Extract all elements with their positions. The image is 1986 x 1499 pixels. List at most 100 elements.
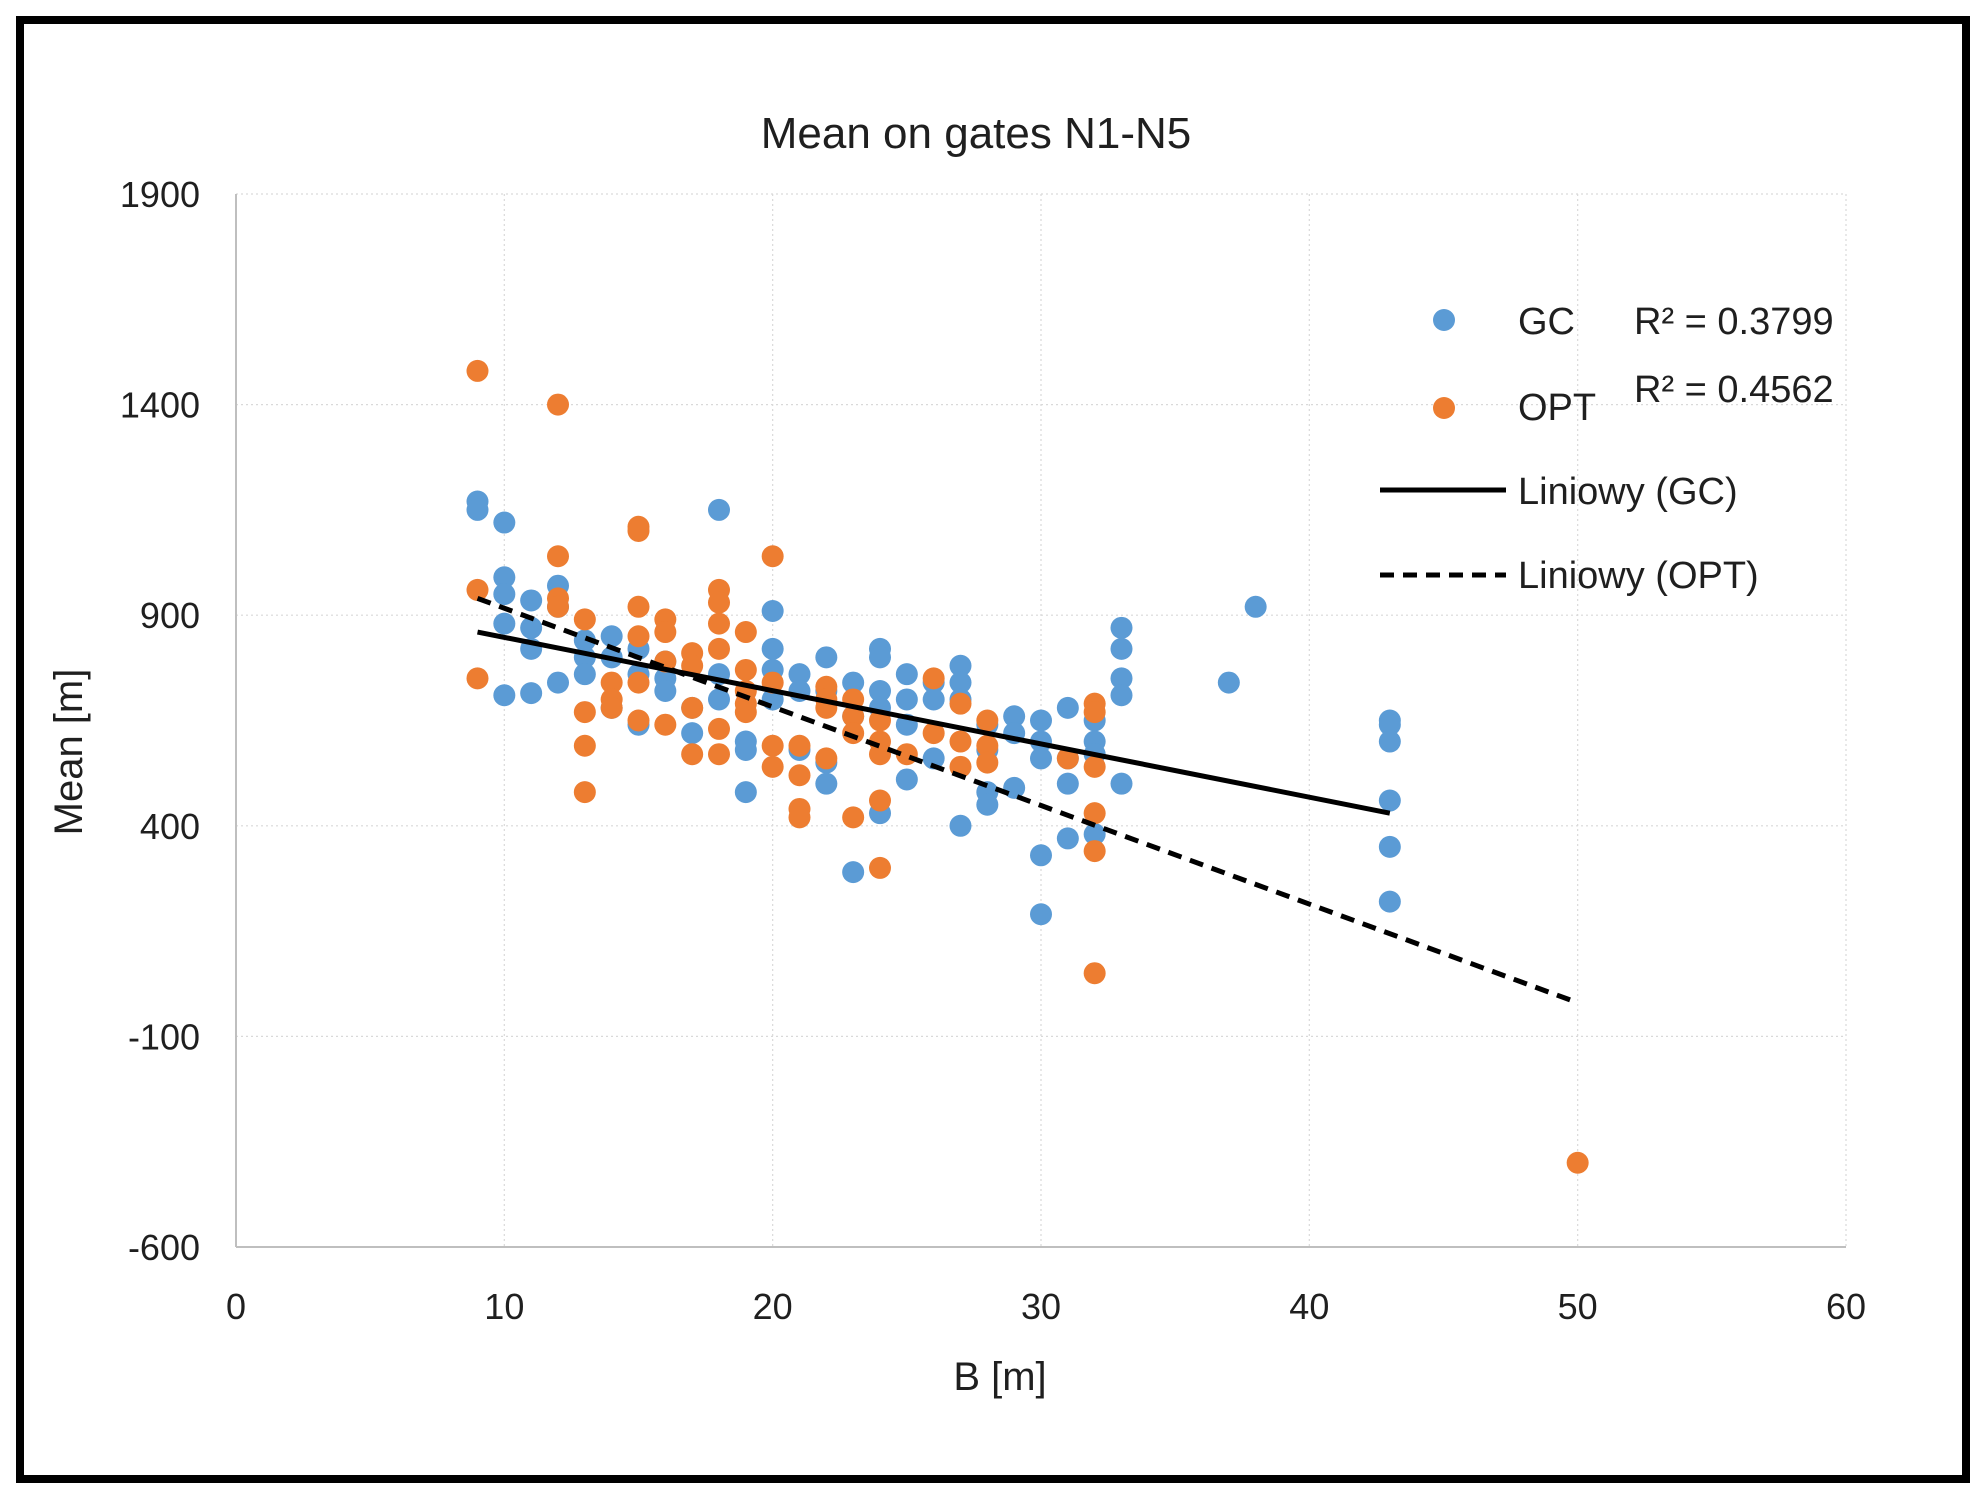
legend-marker-opt xyxy=(1433,397,1455,419)
point-gc xyxy=(573,629,596,652)
point-opt xyxy=(573,734,596,757)
legend-label-gc: GC xyxy=(1518,301,1575,343)
point-opt xyxy=(1083,701,1106,724)
legend-label-liniowy-gc: Liniowy (GC) xyxy=(1518,471,1738,513)
point-gc xyxy=(895,663,918,686)
point-gc xyxy=(493,566,516,589)
point-opt xyxy=(547,545,569,568)
point-gc xyxy=(734,781,757,804)
point-gc xyxy=(1110,637,1133,660)
point-opt xyxy=(708,612,730,635)
point-opt xyxy=(627,625,650,648)
y-tick-label: -600 xyxy=(128,1227,200,1268)
point-gc xyxy=(842,671,865,694)
point-gc xyxy=(466,498,489,521)
point-gc xyxy=(573,663,596,686)
point-gc xyxy=(1378,890,1401,913)
point-opt xyxy=(573,608,596,631)
point-opt xyxy=(842,722,865,745)
point-gc xyxy=(520,682,543,705)
point-opt xyxy=(842,705,865,728)
x-axis-title: B [m] xyxy=(953,1355,1046,1399)
point-opt xyxy=(949,692,972,715)
axes xyxy=(235,194,1846,1248)
y-tick-labels: -600 -100 400 900 1400 1900 xyxy=(120,174,200,1268)
trendlines xyxy=(476,596,1579,1006)
point-opt xyxy=(976,734,999,757)
point-gc xyxy=(708,498,730,521)
point-gc xyxy=(1030,747,1052,770)
point-opt xyxy=(600,696,623,719)
point-opt xyxy=(708,591,730,614)
point-opt xyxy=(466,359,489,382)
point-opt xyxy=(869,743,891,766)
r2-label-gc: R² = 0.3799 xyxy=(1634,301,1834,343)
point-opt xyxy=(627,519,650,542)
point-opt xyxy=(815,747,838,770)
point-gc xyxy=(869,646,891,669)
point-gc xyxy=(493,612,516,635)
point-opt xyxy=(1566,1151,1589,1174)
point-opt xyxy=(976,751,999,774)
x-tick-label: 50 xyxy=(1558,1286,1598,1327)
point-gc xyxy=(949,654,972,677)
point-gc xyxy=(788,663,811,686)
point-opt xyxy=(547,595,569,618)
y-tick-label: 1900 xyxy=(120,174,200,215)
point-gc xyxy=(1244,595,1267,618)
r2-label-opt: R² = 0.4562 xyxy=(1634,369,1834,411)
point-gc xyxy=(1378,789,1401,812)
y-axis-title: Mean [m] xyxy=(47,669,91,836)
point-gc xyxy=(493,583,516,606)
x-tick-label: 20 xyxy=(753,1286,793,1327)
point-opt xyxy=(654,621,677,644)
point-gc xyxy=(1110,772,1133,795)
point-gc xyxy=(842,861,865,884)
y-tick-label: 1400 xyxy=(120,385,200,426)
point-opt xyxy=(761,734,784,757)
point-opt xyxy=(788,764,811,787)
legend-marker-gc xyxy=(1433,309,1455,331)
point-gc xyxy=(1056,772,1079,795)
point-gc xyxy=(600,625,623,648)
legend-label-liniowy-opt: Liniowy (OPT) xyxy=(1518,555,1759,597)
point-gc xyxy=(1030,844,1052,867)
x-tick-label: 10 xyxy=(484,1286,524,1327)
point-gc xyxy=(815,646,838,669)
point-opt xyxy=(466,578,489,601)
point-gc xyxy=(654,680,677,703)
point-opt xyxy=(734,621,757,644)
point-gc xyxy=(1030,903,1052,926)
point-gc xyxy=(1110,684,1133,707)
trendline-liniowy-gc xyxy=(477,629,1391,816)
point-gc xyxy=(895,688,918,711)
trendline-liniowy-opt xyxy=(476,596,1579,1006)
point-opt xyxy=(976,709,999,732)
point-gc xyxy=(1378,713,1401,736)
point-gc xyxy=(976,793,999,816)
point-opt xyxy=(573,781,596,804)
point-gc xyxy=(949,671,972,694)
point-gc xyxy=(922,688,945,711)
point-opt xyxy=(708,637,730,660)
point-gc xyxy=(493,511,516,534)
point-opt xyxy=(627,709,650,732)
point-gc xyxy=(1083,823,1106,846)
y-tick-label: 400 xyxy=(140,806,200,847)
point-opt xyxy=(708,717,730,740)
legend-label-opt: OPT xyxy=(1518,387,1596,429)
point-opt xyxy=(788,734,811,757)
point-gc xyxy=(681,722,704,745)
point-gc xyxy=(520,589,543,612)
point-opt xyxy=(627,671,650,694)
point-gc xyxy=(1056,827,1079,850)
point-gc xyxy=(1003,776,1026,799)
point-opt xyxy=(869,789,891,812)
point-opt xyxy=(734,701,757,724)
point-opt xyxy=(761,755,784,778)
point-opt xyxy=(869,856,891,879)
point-opt xyxy=(573,701,596,724)
point-gc xyxy=(1110,616,1133,639)
legend: GC OPT Liniowy (GC) Liniowy (OPT) R² = 0… xyxy=(1380,301,1834,597)
